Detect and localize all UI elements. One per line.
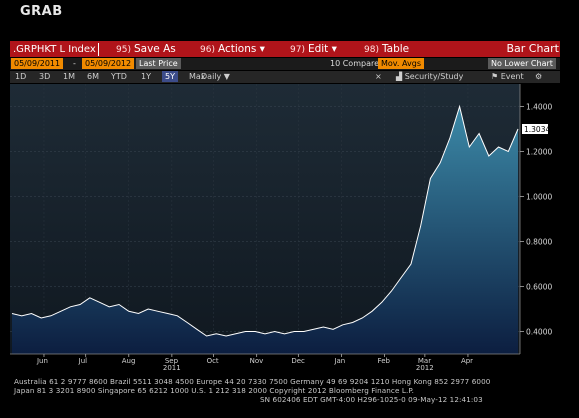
x-tick-label: Sep	[165, 357, 179, 365]
x-tick-label: Jul	[78, 357, 88, 365]
actions-number: 96)	[200, 45, 215, 55]
close-icon[interactable]: ×	[375, 72, 382, 81]
table-button[interactable]: 98) Table	[364, 41, 409, 57]
table-label: Table	[381, 43, 410, 55]
flag-icon: ⚑	[491, 72, 501, 81]
chevron-down-icon: ▾	[328, 43, 337, 55]
period-button-6m[interactable]: 6M	[87, 72, 99, 81]
start-date-field[interactable]: 05/09/2011	[11, 58, 64, 69]
page-title: GRAB	[20, 4, 63, 19]
frequency-label: Daily	[201, 72, 222, 81]
y-tick-label: 1.2000	[526, 148, 552, 157]
period-button-5y[interactable]: 5Y	[162, 71, 178, 82]
save-as-number: 95)	[116, 45, 131, 55]
x-tick-label: Feb	[378, 357, 391, 365]
event-label: Event	[500, 72, 524, 81]
period-button-ytd[interactable]: YTD	[111, 72, 127, 81]
toolbar	[10, 41, 560, 57]
period-button-1d[interactable]: 1D	[15, 72, 27, 81]
footer-contacts: Australia 61 2 9777 8600 Brazil 5511 304…	[14, 377, 491, 386]
price-chart: 1.4000 1.2000 1.0000 0.8000 0.6000 0.4000 1.30…	[10, 84, 552, 370]
save-as-label: Save As	[133, 43, 176, 55]
last-value-badge	[522, 124, 548, 134]
edit-button[interactable]: 97) Edit ▾	[290, 41, 337, 57]
x-tick-label: Aug	[122, 357, 136, 365]
edit-label: Edit	[307, 43, 329, 55]
x-tick-label: Jan	[333, 357, 345, 365]
x-tick-label: Oct	[207, 357, 219, 365]
end-date-field[interactable]: 05/09/2012	[82, 58, 135, 69]
y-tick-label: 1.4000	[526, 103, 552, 112]
x-tick-label: Nov	[250, 357, 264, 365]
actions-button[interactable]: 96) Actions ▾	[200, 41, 265, 57]
frequency-select[interactable]: Daily ▼	[198, 71, 233, 82]
price-line	[11, 104, 519, 337]
lower-chart-select[interactable]: No Lower Chart	[488, 58, 556, 69]
x-tick-label: Dec	[291, 357, 305, 365]
footer-session: SN 602406 EDT GMT-4:00 H296-1025-0 09-Ma…	[260, 395, 483, 404]
security-study-label: Security/Study	[404, 72, 464, 81]
y-tick-label: 0.6000	[526, 283, 552, 292]
period-button-1m[interactable]: 1M	[63, 72, 75, 81]
period-button-max[interactable]: Max	[189, 72, 206, 81]
price-area	[12, 106, 518, 354]
actions-label: Actions	[217, 43, 257, 55]
chart-type-label[interactable]: Bar Chart	[506, 42, 559, 55]
y-tick-label: 0.4000	[526, 328, 552, 337]
year-label: 2011	[163, 364, 181, 370]
date-separator: -	[73, 59, 76, 68]
year-label: 2012	[416, 364, 434, 370]
save-as-button[interactable]: 95) Save As	[116, 41, 176, 57]
settings-icon[interactable]: ⚙	[535, 72, 543, 81]
price-field-select[interactable]: Last Price	[136, 58, 181, 69]
ticker-field[interactable]: .GRPHKT L Index	[11, 43, 99, 56]
y-tick-label: 0.8000	[526, 238, 552, 247]
footer-copyright: Japan 81 3 3201 8900 Singapore 65 6212 1…	[14, 386, 415, 395]
chevron-down-icon: ▼	[221, 72, 230, 81]
event-button[interactable]: ⚑ Event	[488, 71, 527, 82]
last-value-label: 1.3034	[524, 125, 550, 134]
x-tick-label: Jun	[36, 357, 48, 365]
x-tick-label: Mar	[418, 357, 431, 365]
x-tick-label: Apr	[461, 357, 473, 365]
period-row	[10, 71, 560, 83]
period-button-3d[interactable]: 3D	[39, 72, 51, 81]
y-tick-label: 1.0000	[526, 193, 552, 202]
chevron-down-icon: ▾	[256, 43, 265, 55]
security-study-button[interactable]: ▟ Security/Study	[393, 71, 466, 82]
period-button-1y[interactable]: 1Y	[141, 72, 151, 81]
table-number: 98)	[364, 45, 379, 55]
edit-number: 97)	[290, 45, 305, 55]
moving-averages-field[interactable]: Mov. Avgs	[378, 58, 424, 69]
chart-icon: ▟	[396, 72, 405, 81]
compare-button[interactable]: 10 Compare	[330, 59, 380, 68]
